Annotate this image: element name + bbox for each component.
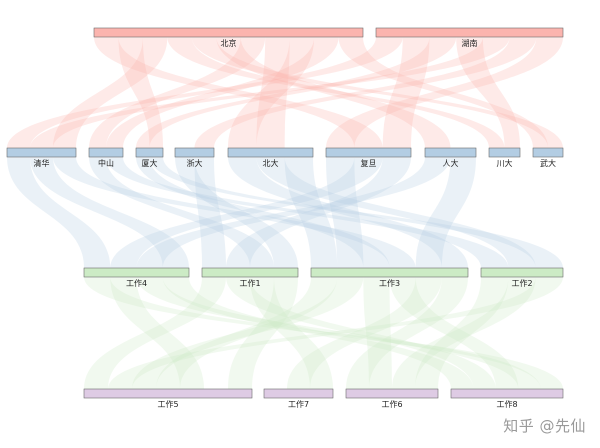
flow-link [156,277,338,389]
flow-link [30,157,189,268]
node-label-hunan: 湖南 [462,38,478,48]
flow-link [256,157,536,268]
node-label-zhongshan: 中山 [98,158,114,168]
node-hunan[interactable] [375,27,564,38]
flow-link [108,277,563,389]
node-label-job4: 工作4 [126,278,147,288]
flow-link [175,157,298,268]
flow-link [89,157,274,268]
node-label-job1: 工作1 [239,278,260,288]
flow-link [194,37,537,148]
node-label-job6: 工作6 [381,399,402,409]
flow-link [106,37,339,148]
flow-link [149,157,563,268]
flow-link [287,277,442,389]
flow-link [136,37,457,148]
flow-link [53,157,416,268]
flow-link [110,157,383,268]
node-job4[interactable] [83,267,190,278]
flow-link [118,37,163,148]
node-wuda[interactable] [532,147,564,158]
flow-link [110,277,204,389]
flow-link [136,277,541,389]
flow-link [106,157,509,268]
flow-link [89,37,266,148]
node-label-zheda: 浙大 [187,158,203,168]
node-label-job2: 工作2 [511,278,532,288]
flow-link [136,157,390,268]
node-job1[interactable] [201,267,299,278]
node-label-beida: 北大 [263,158,279,168]
flow-link [284,157,338,268]
flow-link [132,277,364,389]
sankey-flows [7,37,563,389]
flow-link [167,37,505,148]
node-label-fudan: 复旦 [361,158,377,168]
node-job2[interactable] [480,267,564,278]
flow-link [84,277,563,389]
flow-link [194,157,226,268]
node-zheda[interactable] [174,147,215,158]
flow-link [250,277,333,389]
flow-link [228,277,298,389]
flow-link [30,37,510,148]
node-renda[interactable] [424,147,477,158]
flow-link [382,37,430,148]
node-xiada[interactable] [135,147,164,158]
node-beijing[interactable] [93,27,364,38]
flow-link [228,157,468,268]
flow-link [326,37,563,148]
flow-link [228,37,315,148]
flow-link [84,277,226,389]
node-label-job5: 工作5 [157,399,178,409]
node-label-job7: 工作7 [288,399,309,409]
flow-link [415,157,476,268]
node-job6[interactable] [345,388,439,399]
flow-link [326,157,364,268]
node-label-renda: 人大 [443,158,459,168]
flow-link [162,277,474,389]
node-label-job3: 工作3 [379,278,400,288]
node-label-chuanda: 川大 [497,158,513,168]
flow-link [415,277,509,389]
flow-link [346,277,468,389]
flow-link [226,157,411,268]
flow-link [191,37,563,148]
flow-link [256,37,290,148]
node-zhongshan[interactable] [88,147,124,158]
flow-link [216,37,451,148]
sankey-nodes [6,27,564,399]
node-job5[interactable] [83,388,253,399]
node-label-xiada: 厦大 [142,158,158,168]
node-chuanda[interactable] [488,147,521,158]
flow-link [389,277,519,389]
flow-link [7,157,111,268]
flow-link [392,277,536,389]
node-label-beijing: 北京 [221,38,237,48]
flow-link [338,37,548,148]
node-job7[interactable] [263,388,334,399]
flow-link [53,37,168,148]
flow-link [94,37,383,148]
flow-link [456,37,520,148]
flow-link [226,277,496,389]
node-label-wuda: 武大 [540,158,556,168]
node-job3[interactable] [310,267,469,278]
node-label-job8: 工作8 [496,399,517,409]
flow-link [363,277,392,389]
node-job8[interactable] [450,388,564,399]
flow-link [136,157,451,268]
watermark: 知乎 @先仙 [503,417,586,435]
flow-link [7,37,403,148]
node-beida[interactable] [227,147,314,158]
node-qinghua[interactable] [6,147,77,158]
node-fudan[interactable] [325,147,412,158]
node-label-qinghua: 清华 [34,158,50,168]
